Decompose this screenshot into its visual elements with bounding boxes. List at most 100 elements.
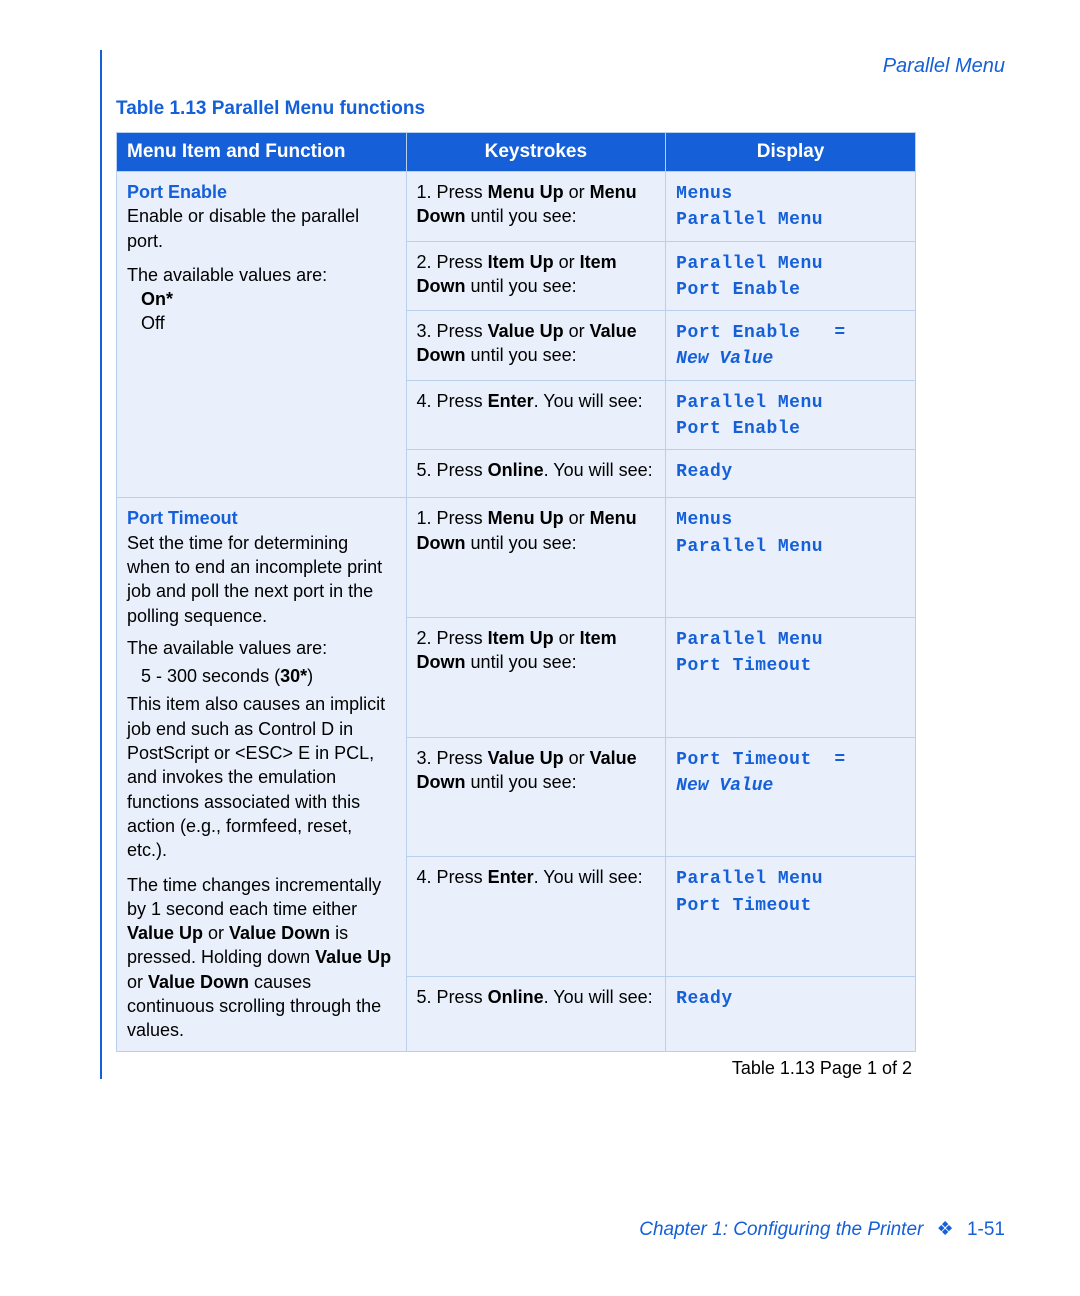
display-cell: Port Timeout = New Value bbox=[666, 737, 916, 857]
keystroke-cell: 4. Press Enter. You will see: bbox=[406, 380, 666, 450]
table-header-row: Menu Item and Function Keystrokes Displa… bbox=[117, 133, 916, 172]
text: or bbox=[203, 923, 229, 943]
display-cell: Parallel Menu Port Timeout bbox=[666, 618, 916, 738]
keystroke-cell: 1. Press Menu Up or Menu Down until you … bbox=[406, 172, 666, 242]
text: 3. Press bbox=[417, 321, 488, 341]
display-line: Parallel Menu bbox=[676, 869, 823, 889]
text: until you see: bbox=[466, 772, 577, 792]
key: Enter bbox=[488, 867, 534, 887]
keystroke-cell: 2. Press Item Up or Item Down until you … bbox=[406, 618, 666, 738]
display-line: Parallel Menu bbox=[676, 537, 823, 557]
func-desc: Set the time for determining when to end… bbox=[127, 533, 382, 626]
key: Value Down bbox=[229, 923, 330, 943]
page-container: Table 1.13 Parallel Menu functions Menu … bbox=[100, 50, 980, 1079]
text: until you see: bbox=[466, 533, 577, 553]
text: 2. Press bbox=[417, 252, 488, 272]
display-line: Port Enable bbox=[676, 419, 800, 439]
func-value-range: 5 - 300 seconds ( bbox=[141, 666, 280, 686]
display-line: Menus bbox=[676, 184, 733, 204]
func-desc: Enable or disable the parallel port. bbox=[127, 206, 359, 250]
display-line: Port Timeout bbox=[676, 896, 812, 916]
text: or bbox=[564, 321, 590, 341]
text: 4. Press bbox=[417, 867, 488, 887]
key: Value Up bbox=[488, 748, 564, 768]
display-cell: Menus Parallel Menu bbox=[666, 172, 916, 242]
text: or bbox=[127, 972, 148, 992]
text: or bbox=[564, 182, 590, 202]
keystroke-cell: 1. Press Menu Up or Menu Down until you … bbox=[406, 498, 666, 618]
text: 4. Press bbox=[417, 391, 488, 411]
display-cell: Ready bbox=[666, 450, 916, 498]
display-line: Ready bbox=[676, 462, 733, 482]
keystroke-cell: 3. Press Value Up or Value Down until yo… bbox=[406, 737, 666, 857]
func-cell-port-enable: Port Enable Enable or disable the parall… bbox=[117, 172, 407, 498]
display-line: Port Timeout = bbox=[676, 750, 846, 770]
display-line: Parallel Menu bbox=[676, 254, 823, 274]
func-avail-label: The available values are: bbox=[127, 265, 327, 285]
display-line: Ready bbox=[676, 989, 733, 1009]
text: 1. Press bbox=[417, 182, 488, 202]
text: until you see: bbox=[466, 652, 577, 672]
display-cell: Port Enable = New Value bbox=[666, 311, 916, 381]
display-line: Parallel Menu bbox=[676, 210, 823, 230]
text: until you see: bbox=[466, 276, 577, 296]
keystroke-cell: 5. Press Online. You will see: bbox=[406, 450, 666, 498]
display-line: Port Enable bbox=[676, 280, 800, 300]
keystroke-cell: 3. Press Value Up or Value Down until yo… bbox=[406, 311, 666, 381]
func-title: Port Timeout bbox=[127, 508, 238, 528]
func-value-default: 30* bbox=[280, 666, 307, 686]
text: . You will see: bbox=[544, 987, 653, 1007]
keystroke-cell: 5. Press Online. You will see: bbox=[406, 977, 666, 1051]
key: Value Up bbox=[315, 947, 391, 967]
display-cell: Menus Parallel Menu bbox=[666, 498, 916, 618]
text: . You will see: bbox=[534, 391, 643, 411]
footer-page-number: 1-51 bbox=[967, 1219, 1005, 1240]
func-value-on: On* bbox=[141, 289, 173, 309]
key: Value Down bbox=[148, 972, 249, 992]
col-menu-item: Menu Item and Function bbox=[117, 133, 407, 172]
text: or bbox=[564, 748, 590, 768]
text: 5. Press bbox=[417, 987, 488, 1007]
func-value-off: Off bbox=[141, 313, 165, 333]
display-line: Parallel Menu bbox=[676, 630, 823, 650]
col-display: Display bbox=[666, 133, 916, 172]
text: 1. Press bbox=[417, 508, 488, 528]
col-keystrokes: Keystrokes bbox=[406, 133, 666, 172]
key: Item Up bbox=[488, 628, 554, 648]
parallel-menu-table: Menu Item and Function Keystrokes Displa… bbox=[116, 132, 916, 1052]
key: Value Up bbox=[127, 923, 203, 943]
key: Online bbox=[488, 987, 544, 1007]
display-cell: Ready bbox=[666, 977, 916, 1051]
text: . You will see: bbox=[534, 867, 643, 887]
display-line: New Value bbox=[676, 349, 773, 369]
text: until you see: bbox=[466, 345, 577, 365]
text: or bbox=[564, 508, 590, 528]
display-line: Parallel Menu bbox=[676, 393, 823, 413]
table-row: Port Enable Enable or disable the parall… bbox=[117, 172, 916, 242]
display-cell: Parallel Menu Port Enable bbox=[666, 241, 916, 311]
footer-separator-icon: ❖ bbox=[937, 1219, 954, 1240]
func-title: Port Enable bbox=[127, 182, 227, 202]
table-caption: Table 1.13 Parallel Menu functions bbox=[116, 98, 980, 120]
display-line: Menus bbox=[676, 510, 733, 530]
text: until you see: bbox=[466, 206, 577, 226]
display-cell: Parallel Menu Port Enable bbox=[666, 380, 916, 450]
footer-chapter: Chapter 1: Configuring the Printer bbox=[639, 1219, 923, 1240]
key: Enter bbox=[488, 391, 534, 411]
text: The time changes incrementally by 1 seco… bbox=[127, 875, 381, 919]
keystroke-cell: 2. Press Item Up or Item Down until you … bbox=[406, 241, 666, 311]
table-row: Port Timeout Set the time for determinin… bbox=[117, 498, 916, 618]
display-line: Port Timeout bbox=[676, 656, 812, 676]
key: Menu Up bbox=[488, 508, 564, 528]
func-avail-label: The available values are: bbox=[127, 638, 327, 658]
text: 5. Press bbox=[417, 460, 488, 480]
text: or bbox=[554, 628, 580, 648]
display-cell: Parallel Menu Port Timeout bbox=[666, 857, 916, 977]
text: 3. Press bbox=[417, 748, 488, 768]
display-line: Port Enable = bbox=[676, 323, 846, 343]
func-note-1: This item also causes an implicit job en… bbox=[127, 694, 385, 860]
text: ) bbox=[307, 666, 313, 686]
key: Online bbox=[488, 460, 544, 480]
func-note-2: The time changes incrementally by 1 seco… bbox=[127, 875, 391, 1041]
text: . You will see: bbox=[544, 460, 653, 480]
